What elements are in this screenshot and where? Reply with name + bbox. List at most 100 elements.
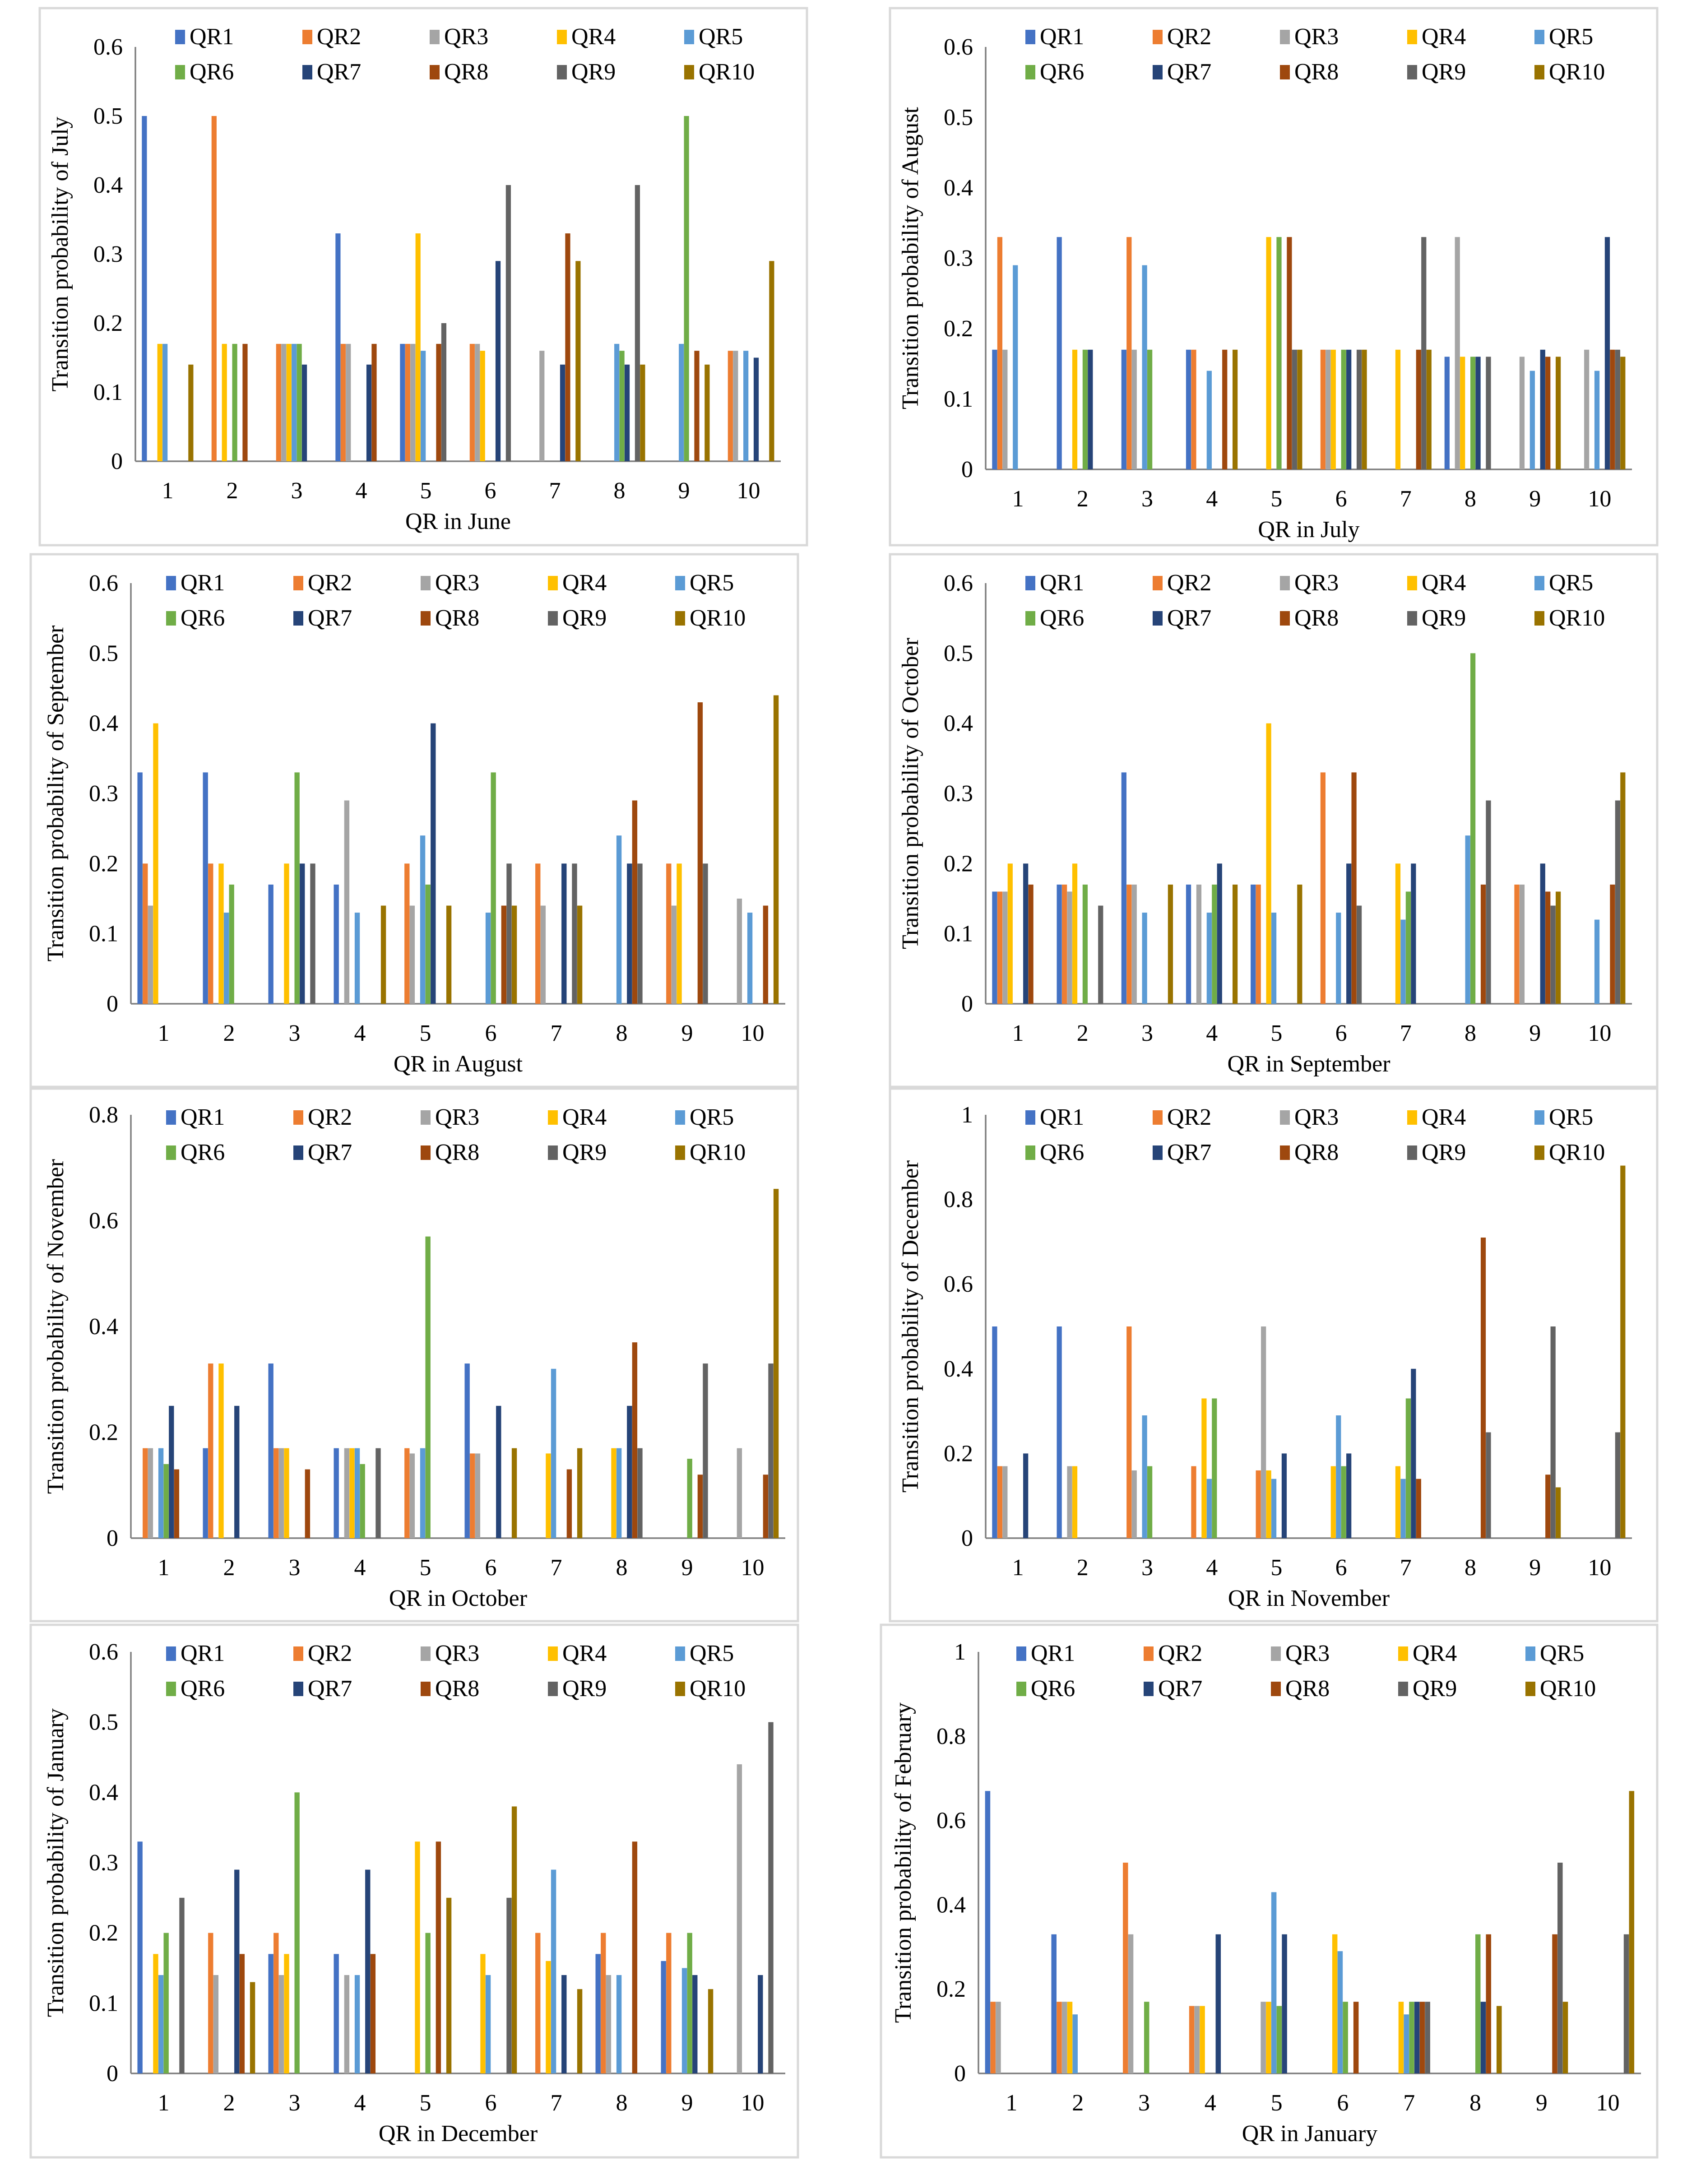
bar-qr5 <box>1400 919 1406 1004</box>
x-tick-label: 9 <box>1536 2090 1548 2116</box>
y-tick-label: 0 <box>961 991 973 1017</box>
legend-swatch-qr7 <box>293 1682 303 1696</box>
bar-qr6 <box>1470 357 1476 469</box>
bar-qr9 <box>637 1448 643 1538</box>
bar-qr7 <box>234 1869 240 2073</box>
bar-qr4 <box>1332 1934 1338 2073</box>
bar-qr8 <box>1419 2002 1425 2073</box>
y-tick-label: 0.3 <box>89 781 118 807</box>
bar-qr7 <box>1411 1368 1416 1538</box>
bar-qr10 <box>1168 884 1173 1004</box>
legend-label-qr5: QR5 <box>690 570 734 596</box>
x-tick-label: 8 <box>616 1555 628 1581</box>
legend-swatch-qr9 <box>1407 65 1417 79</box>
bar-qr3 <box>1067 1466 1072 1538</box>
legend-label-qr2: QR2 <box>1167 24 1211 50</box>
legend-label-qr1: QR1 <box>1040 570 1084 596</box>
bar-qr6 <box>1343 2002 1348 2073</box>
y-tick-label: 0.3 <box>93 241 123 267</box>
bar-qr4 <box>153 723 158 1004</box>
x-tick-label: 7 <box>551 1020 562 1046</box>
y-tick-label: 0.4 <box>89 1314 118 1340</box>
bar-qr8 <box>436 343 441 461</box>
bar-qr5 <box>292 343 297 461</box>
legend-swatch-qr4 <box>1398 1646 1408 1661</box>
bar-qr5 <box>1594 371 1600 469</box>
bar-qr9 <box>1425 2002 1430 2073</box>
y-tick-label: 0.2 <box>93 311 123 336</box>
bar-qr8 <box>371 343 377 461</box>
bar-qr9 <box>1486 357 1491 469</box>
bar-qr10 <box>1556 357 1561 469</box>
legend-swatch-qr7 <box>1153 611 1163 626</box>
bar-qr5 <box>354 913 360 1004</box>
legend-swatch-qr3 <box>1280 30 1290 44</box>
legend-label-qr9: QR9 <box>1422 59 1466 85</box>
y-tick-label: 0.8 <box>936 1724 966 1749</box>
x-tick-label: 2 <box>1072 2090 1084 2116</box>
bar-qr2 <box>997 891 1003 1004</box>
legend-swatch-qr1 <box>166 1646 176 1661</box>
x-tick-label: 1 <box>158 1555 170 1581</box>
bar-qr7 <box>1604 237 1610 469</box>
x-axis-title: QR in January <box>1242 2121 1377 2147</box>
legend-swatch-qr4 <box>557 30 567 44</box>
bar-qr2 <box>208 1363 213 1538</box>
legend-label-qr4: QR4 <box>1422 570 1466 596</box>
x-axis-title: QR in October <box>389 1586 527 1611</box>
x-axis-title: QR in June <box>405 509 511 534</box>
legend-label-qr7: QR7 <box>308 1676 352 1702</box>
bar-qr10 <box>380 905 386 1004</box>
bar-qr9 <box>179 1897 185 2073</box>
bar-qr7 <box>496 1405 501 1538</box>
bar-qr10 <box>1620 357 1626 469</box>
legend-label-qr4: QR4 <box>562 570 607 596</box>
legend-label-qr8: QR8 <box>1285 1676 1330 1702</box>
legend-label-qr1: QR1 <box>181 570 225 596</box>
legend-label-qr2: QR2 <box>1167 1104 1211 1130</box>
bar-qr8 <box>1610 349 1615 469</box>
y-tick-label: 0.6 <box>944 1271 973 1297</box>
bar-qr10 <box>773 695 779 1004</box>
x-tick-label: 1 <box>1012 1555 1024 1581</box>
bar-qr8 <box>239 1954 245 2073</box>
bar-qr5 <box>1206 371 1212 469</box>
legend-label-qr8: QR8 <box>435 1676 479 1702</box>
bar-qr3 <box>1131 884 1137 1004</box>
bar-qr10 <box>1297 884 1302 1004</box>
bar-qr7 <box>234 1405 240 1538</box>
bar-qr8 <box>694 351 700 461</box>
bar-qr5 <box>1271 913 1277 1004</box>
y-tick-label: 0.6 <box>89 1208 118 1234</box>
bar-qr7 <box>431 723 436 1004</box>
y-tick-label: 0.8 <box>944 1187 973 1213</box>
x-tick-label: 8 <box>1465 1555 1476 1581</box>
legend-swatch-qr2 <box>1144 1646 1154 1661</box>
panel-border <box>29 553 799 1088</box>
bar-qr2 <box>143 1448 148 1538</box>
bar-qr8 <box>1545 891 1551 1004</box>
bar-qr9 <box>1615 349 1620 469</box>
bar-qr9 <box>1098 905 1103 1004</box>
bar-qr5 <box>681 1968 687 2073</box>
bar-qr2 <box>1514 884 1520 1004</box>
bar-qr7 <box>1540 349 1545 469</box>
bar-qr3 <box>344 1975 350 2073</box>
x-tick-label: 9 <box>678 478 690 504</box>
legend-label-qr9: QR9 <box>562 1676 607 1702</box>
y-tick-label: 0 <box>107 1526 118 1551</box>
bar-qr8 <box>1545 357 1551 469</box>
bar-qr4 <box>1398 2002 1404 2073</box>
x-tick-label: 3 <box>289 2090 301 2116</box>
bar-qr1 <box>595 1954 601 2073</box>
bar-qr1 <box>1057 1326 1062 1538</box>
legend-swatch-qr5 <box>1534 1110 1544 1125</box>
bar-qr2 <box>1189 2006 1195 2073</box>
x-tick-label: 5 <box>1270 1555 1282 1581</box>
bar-qr3 <box>606 1975 612 2073</box>
legend-swatch-qr8 <box>1280 611 1290 626</box>
legend-swatch-qr2 <box>1153 1110 1163 1125</box>
bar-qr3 <box>1002 891 1008 1004</box>
bar-qr3 <box>344 800 350 1004</box>
x-tick-label: 4 <box>1206 1020 1218 1046</box>
